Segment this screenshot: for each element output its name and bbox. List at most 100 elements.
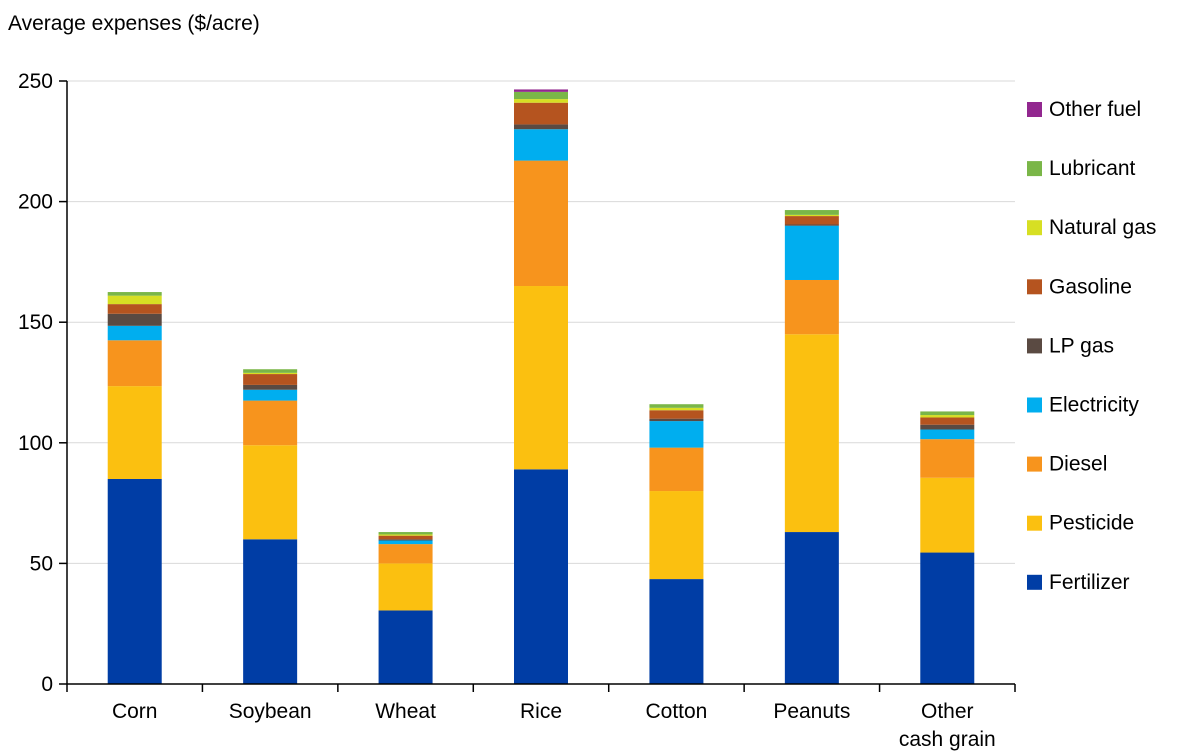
bar-segment-diesel	[514, 160, 568, 287]
x-tick-label: Wheat	[375, 700, 436, 723]
bar-segment-natural-gas	[920, 415, 975, 418]
bar-segment-pesticide	[514, 286, 568, 470]
bar-segment-lp-gas	[243, 384, 298, 390]
legend-label: Pesticide	[1049, 512, 1134, 535]
legend-swatch	[1027, 220, 1042, 236]
bar-segment-electricity	[784, 225, 839, 280]
bar-segment-natural-gas	[378, 534, 433, 536]
legend-label: Diesel	[1049, 453, 1107, 476]
bar-segment-gasoline	[784, 216, 839, 225]
bar-segment-diesel	[378, 544, 433, 564]
bar-segment-lp-gas	[378, 539, 433, 541]
bar-segment-lp-gas	[784, 224, 839, 226]
y-tick-label: 50	[30, 552, 53, 575]
legend-item: Pesticide	[1027, 512, 1134, 535]
y-tick-label: 0	[41, 673, 53, 696]
legend-label: Lubricant	[1049, 157, 1136, 180]
bar-segment-diesel	[243, 400, 298, 446]
bar-segment-lp-gas	[920, 424, 975, 430]
bar-segment-pesticide	[243, 445, 298, 540]
bar-segment-other-fuel	[514, 89, 568, 92]
bar-segment-fertilizer	[107, 478, 162, 684]
x-tick-label: Other	[921, 700, 974, 723]
legend-item: Electricity	[1027, 394, 1139, 417]
legend-label: Other fuel	[1049, 98, 1141, 121]
x-tick-label: cash grain	[899, 728, 996, 751]
legend-item: Natural gas	[1027, 216, 1156, 239]
bar-segment-lubricant	[107, 292, 162, 296]
legend-label: Electricity	[1049, 394, 1139, 417]
y-axis-label: Average expenses ($/acre)	[8, 12, 260, 35]
legend-item: Other fuel	[1027, 98, 1141, 121]
legend-label: Fertilizer	[1049, 571, 1130, 594]
bar-segment-pesticide	[378, 563, 433, 611]
bar-segment-pesticide	[784, 334, 839, 533]
legend: Other fuel Lubricant Natural gas Gasoline LP…	[1027, 98, 1156, 594]
bar-segment-gasoline	[920, 417, 975, 425]
bar-segment-fertilizer	[784, 532, 839, 684]
bar-segment-pesticide	[649, 491, 704, 580]
bar-segment-lubricant	[784, 210, 839, 215]
bar-segment-natural-gas	[107, 295, 162, 305]
bar-segment-lubricant	[649, 404, 704, 408]
y-tick-label: 250	[18, 70, 53, 93]
bar-segment-electricity	[514, 129, 568, 161]
y-tick-label: 200	[18, 191, 53, 214]
bar-segment-pesticide	[920, 477, 975, 553]
bar-segment-gasoline	[378, 535, 433, 540]
x-tick-label: Cotton	[645, 700, 707, 723]
bar-segment-natural-gas	[514, 99, 568, 103]
legend-label: Natural gas	[1049, 216, 1156, 239]
legend-swatch	[1027, 102, 1042, 117]
bar-segment-gasoline	[243, 374, 298, 385]
legend-label: LP gas	[1049, 334, 1114, 357]
x-tick-label: Soybean	[229, 700, 312, 723]
legend-swatch	[1027, 279, 1042, 295]
legend-swatch	[1027, 161, 1042, 177]
legend-item: Fertilizer	[1027, 571, 1130, 594]
legend-item: Lubricant	[1027, 157, 1136, 180]
bar-segment-electricity	[920, 429, 975, 440]
bar-segment-gasoline	[107, 304, 162, 314]
bars	[107, 89, 975, 684]
bar-segment-natural-gas	[784, 214, 839, 217]
bar-segment-lubricant	[920, 411, 975, 416]
y-tick-label: 100	[18, 432, 53, 455]
x-tick-label: Rice	[520, 700, 562, 723]
legend-label: Gasoline	[1049, 275, 1132, 298]
x-tick-label: Corn	[112, 700, 158, 723]
bar-segment-lubricant	[378, 532, 433, 535]
bar-segment-diesel	[784, 279, 839, 335]
bar-segment-fertilizer	[920, 552, 975, 684]
bar-segment-fertilizer	[649, 579, 704, 684]
legend-item: Diesel	[1027, 453, 1107, 476]
bar-segment-diesel	[649, 447, 704, 492]
bar-segment-gasoline	[649, 410, 704, 419]
legend-swatch	[1027, 397, 1042, 413]
bar-segment-lp-gas	[514, 124, 568, 130]
bar-segment-diesel	[920, 439, 975, 478]
legend-swatch	[1027, 574, 1042, 590]
bar-segment-lubricant	[243, 369, 298, 373]
bar-segment-electricity	[107, 325, 162, 341]
bar-segment-natural-gas	[243, 372, 298, 375]
axes: 0 50 100 150 200 250 Corn Soybean Wheat Rice Cotto…	[18, 70, 1016, 751]
x-tick-label: Peanuts	[773, 700, 850, 723]
legend-swatch	[1027, 338, 1042, 354]
bar-segment-diesel	[107, 340, 162, 387]
bar-segment-lp-gas	[107, 313, 162, 326]
bar-segment-electricity	[378, 540, 433, 545]
bar-segment-electricity	[243, 389, 298, 401]
bar-segment-electricity	[649, 421, 704, 448]
y-tick-label: 150	[18, 311, 53, 334]
legend-item: Gasoline	[1027, 275, 1132, 298]
bar-segment-natural-gas	[649, 407, 704, 411]
bar-segment-fertilizer	[243, 539, 298, 684]
bar-segment-lubricant	[514, 91, 568, 100]
bar-segment-fertilizer	[378, 610, 433, 684]
legend-swatch	[1027, 456, 1042, 472]
legend-item: LP gas	[1027, 334, 1114, 357]
bar-segment-fertilizer	[514, 469, 568, 684]
